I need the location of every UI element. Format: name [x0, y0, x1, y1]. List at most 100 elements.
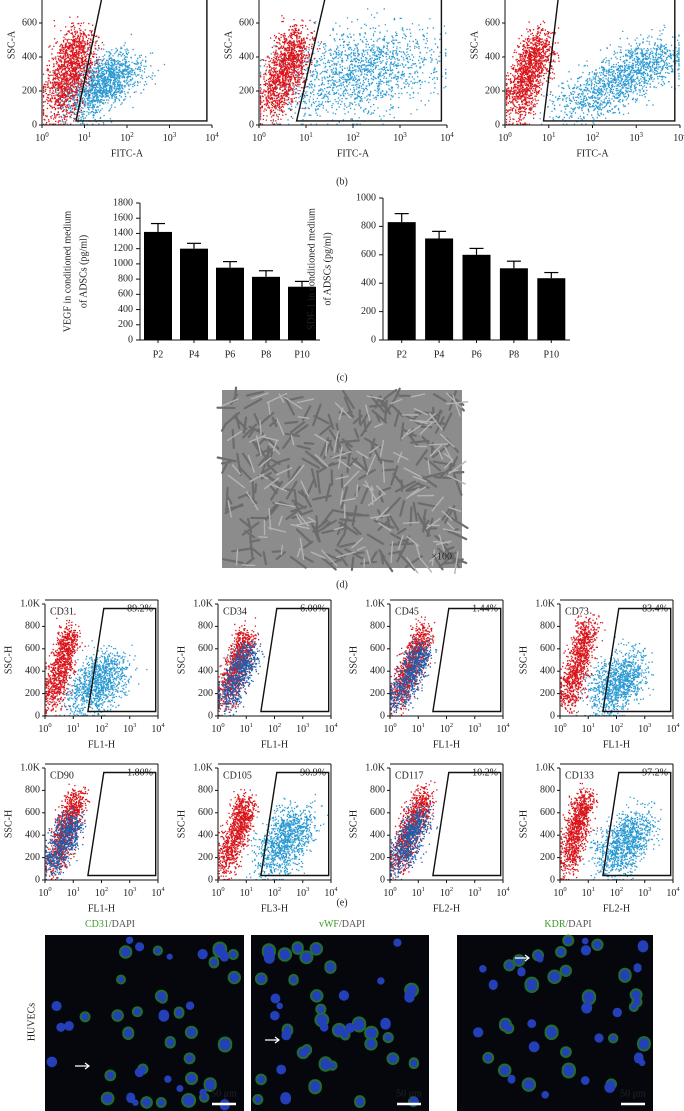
tick-exponent: 4 — [506, 722, 510, 729]
x-axis-label: FL1-H — [433, 739, 460, 750]
tick-base: 10 — [151, 888, 161, 899]
tick-base: 10 — [324, 888, 334, 899]
y-tick-label: 1.0K — [20, 762, 41, 773]
panel-label: (d) — [336, 579, 348, 590]
y-tick-label: 800 — [198, 785, 213, 796]
y-tick-label: 0 — [35, 874, 40, 885]
x-tick-label: 104 — [666, 886, 680, 899]
tick-exponent: 0 — [393, 886, 396, 893]
y-tick-label: 400 — [22, 51, 37, 62]
tick-exponent: 2 — [105, 886, 108, 893]
y-tick-label: 800 — [25, 785, 40, 796]
x-tick-label: P2 — [396, 349, 407, 360]
y-tick-label: 0 — [495, 119, 500, 130]
y-tick-label: 1800 — [113, 197, 133, 208]
magnification: ×100 — [431, 551, 452, 562]
x-tick-label: 103 — [163, 131, 177, 145]
x-axis-label: FL1-H — [88, 739, 115, 750]
x-tick-label: 100 — [38, 722, 51, 735]
x-tick-label: 102 — [346, 131, 360, 145]
x-tick-label: 104 — [324, 886, 338, 899]
y-axis-label: SSC-H — [518, 810, 529, 838]
y-tick-label: 600 — [370, 807, 385, 818]
tick-exponent: 2 — [620, 886, 623, 893]
y-tick-label: 1000 — [356, 192, 376, 203]
scale-label: 50 μm — [211, 1088, 237, 1099]
x-tick-label: 104 — [496, 722, 510, 735]
y-axis-label: SSC-H — [348, 646, 359, 674]
x-tick-label: P4 — [189, 349, 200, 360]
tick-exponent: 3 — [648, 886, 651, 893]
arrow — [265, 1036, 280, 1044]
tick-exponent: 1 — [309, 131, 313, 139]
tick-base: 10 — [582, 724, 592, 735]
scatter-cloud — [45, 613, 86, 717]
scatter-cloud — [390, 636, 438, 717]
tick-base: 10 — [638, 888, 648, 899]
fluorescence-image — [457, 935, 653, 1111]
x-tick-label: 104 — [151, 886, 165, 899]
y-tick-label: 800 — [25, 621, 40, 632]
tick-exponent: 4 — [676, 722, 680, 729]
marker-label: CD90 — [50, 770, 74, 781]
tick-base: 10 — [95, 888, 105, 899]
tick-exponent: 0 — [48, 722, 51, 729]
tick-base: 10 — [67, 888, 77, 899]
y-tick-label: 800 — [540, 785, 555, 796]
tick-base: 10 — [268, 724, 278, 735]
x-tick-label: 103 — [630, 131, 644, 145]
y-tick-label: 1.0K — [193, 598, 214, 609]
y-tick-label: 0 — [249, 119, 254, 130]
marker-label: CD45 — [395, 606, 419, 617]
x-tick-label: 102 — [610, 722, 623, 735]
x-tick-label: 102 — [268, 722, 281, 735]
stain-marker: KDR — [544, 919, 565, 930]
y-tick-label: 0 — [550, 874, 555, 885]
tick-base: 10 — [383, 888, 393, 899]
tick-exponent: 3 — [133, 722, 136, 729]
y-tick-label: 400 — [239, 51, 254, 62]
stain-marker: vWF — [319, 919, 339, 930]
y-tick-label: 0 — [128, 334, 133, 345]
tick-exponent: 1 — [422, 722, 425, 729]
stain-label: KDR/DAPI — [544, 919, 591, 930]
x-tick-label: 101 — [299, 131, 313, 145]
tick-exponent: 3 — [403, 131, 407, 139]
tick-base: 10 — [440, 133, 450, 144]
x-tick-label: 104 — [673, 131, 684, 145]
row-label: HUVECs — [26, 1003, 37, 1041]
x-tick-label: P10 — [544, 349, 560, 360]
tick-exponent: 0 — [393, 722, 396, 729]
y-tick-label: 400 — [198, 665, 213, 676]
tick-exponent: 0 — [563, 722, 566, 729]
gate — [260, 607, 330, 713]
marker-label: CD31 — [50, 606, 74, 617]
tick-base: 10 — [67, 724, 77, 735]
y-tick-label: 200 — [198, 852, 213, 863]
arrow — [515, 954, 530, 962]
tick-base: 10 — [211, 888, 221, 899]
y-tick-label: 400 — [370, 829, 385, 840]
x-tick-label: 104 — [151, 722, 165, 735]
tick-base: 10 — [296, 888, 306, 899]
y-tick-label: 400 — [361, 277, 376, 288]
percent-label: 97.2% — [642, 767, 668, 778]
tick-exponent: 0 — [48, 886, 51, 893]
y-tick-label: 1.0K — [535, 598, 556, 609]
x-tick-label: P10 — [294, 349, 310, 360]
bar — [180, 248, 208, 340]
y-tick-label: 0 — [35, 710, 40, 721]
y-tick-label: 1000 — [113, 258, 133, 269]
tick-exponent: 4 — [161, 886, 165, 893]
y-tick-label: 200 — [370, 852, 385, 863]
y-tick-label: 1.0K — [20, 598, 41, 609]
arrow — [75, 1062, 90, 1070]
stain-label: CD31/DAPI — [85, 919, 135, 930]
y-tick-label: 400 — [485, 51, 500, 62]
x-tick-label: 102 — [610, 886, 623, 899]
y-tick-label: 200 — [198, 688, 213, 699]
y-tick-label: 1.0K — [535, 762, 556, 773]
x-axis-label: FITC-A — [576, 148, 609, 159]
tick-base: 10 — [666, 724, 676, 735]
